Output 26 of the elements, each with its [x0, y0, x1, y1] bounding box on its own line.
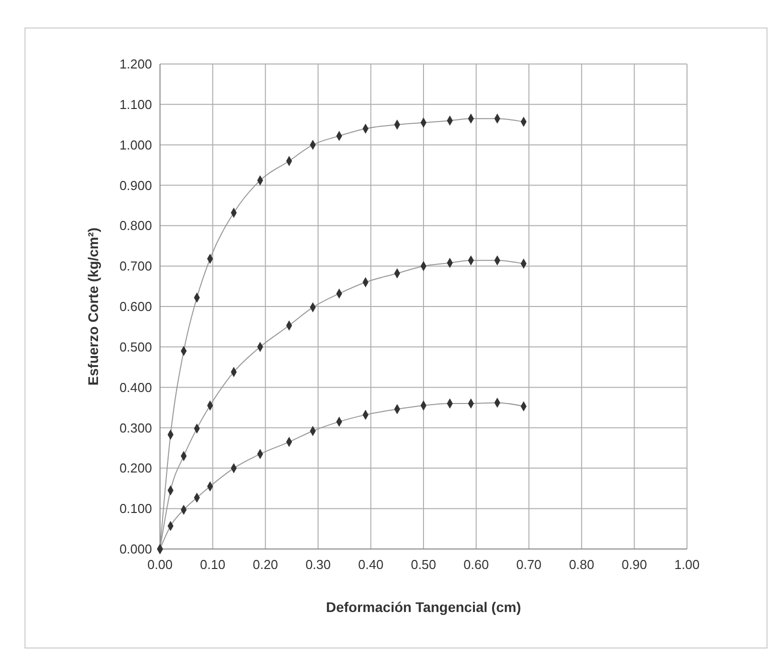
y-tick-label: 0.200 [119, 460, 152, 476]
y-axis-title: Esfuerzo Corte (kg/cm²) [85, 228, 101, 386]
x-axis-title: Deformación Tangencial (cm) [326, 599, 522, 615]
x-tick-label: 0.70 [516, 557, 542, 572]
x-tick-label: 0.80 [568, 557, 594, 572]
y-tick-label: 0.600 [119, 299, 152, 314]
y-tick-label: 1.000 [119, 137, 152, 152]
y-tick-label: 0.100 [119, 501, 152, 516]
y-tick-label: 0.400 [119, 380, 152, 395]
x-tick-label: 0.00 [147, 557, 173, 572]
y-tick-label: 0.900 [119, 178, 152, 193]
x-tick-label: 1.00 [674, 557, 700, 572]
y-tick-label: 1.200 [119, 56, 152, 72]
x-tick-label: 0.10 [200, 557, 226, 572]
x-tick-label: 0.60 [464, 557, 489, 572]
y-tick-label: 0.300 [119, 420, 152, 436]
y-tick-label: 0.700 [119, 258, 152, 274]
x-tick-label: 0.40 [358, 557, 384, 572]
x-tick-label: 0.30 [305, 557, 331, 572]
x-tick-label: 0.90 [622, 557, 647, 572]
x-tick-label: 0.20 [252, 557, 278, 572]
y-tick-label: 1.100 [119, 96, 152, 112]
y-tick-label: 0.800 [119, 218, 152, 234]
y-tick-label: 0.500 [119, 339, 152, 354]
x-tick-label: 0.50 [410, 557, 436, 572]
y-tick-label: 0.000 [119, 542, 152, 557]
